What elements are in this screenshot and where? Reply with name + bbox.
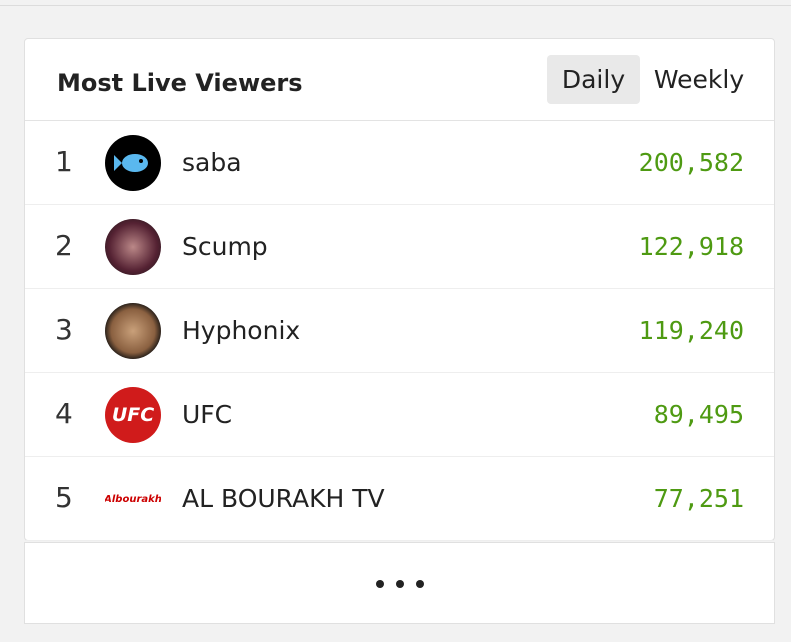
rank: 1 <box>55 145 73 178</box>
rank: 5 <box>55 481 73 514</box>
leaderboard-row[interactable]: 1 saba 200,582 <box>25 121 774 205</box>
divider <box>0 5 791 6</box>
tab-weekly[interactable]: Weekly <box>653 65 745 94</box>
rank: 2 <box>55 229 73 262</box>
viewer-count: 77,251 <box>653 484 744 513</box>
avatar <box>105 135 161 191</box>
channel-name: UFC <box>182 400 233 429</box>
card-header: Most Live Viewers Daily Weekly <box>25 39 774 121</box>
fish-icon <box>114 154 148 172</box>
tab-daily[interactable]: Daily <box>547 55 640 104</box>
avatar: Albourakh <box>105 471 161 527</box>
leaderboard-card: Most Live Viewers Daily Weekly 1 saba 200,… <box>24 38 775 541</box>
leaderboard-row[interactable]: 5 Albourakh AL BOURAKH TV 77,251 <box>25 457 774 541</box>
more-button[interactable] <box>24 542 775 624</box>
avatar <box>105 219 161 275</box>
card-title: Most Live Viewers <box>57 69 303 97</box>
rank: 4 <box>55 397 73 430</box>
leaderboard-row[interactable]: 2 Scump 122,918 <box>25 205 774 289</box>
channel-name: Hyphonix <box>182 316 301 345</box>
channel-name: saba <box>182 148 242 177</box>
logo-text: Albourakh <box>105 493 161 505</box>
logo-text: UFC <box>111 404 155 426</box>
rank: 3 <box>55 313 73 346</box>
leaderboard-row[interactable]: 3 Hyphonix 119,240 <box>25 289 774 373</box>
viewer-count: 200,582 <box>638 148 744 177</box>
viewer-count: 119,240 <box>638 316 744 345</box>
more-icon <box>376 580 424 588</box>
channel-name: AL BOURAKH TV <box>182 484 385 513</box>
viewer-count: 89,495 <box>653 400 744 429</box>
avatar: UFC <box>105 387 161 443</box>
avatar <box>105 303 161 359</box>
channel-name: Scump <box>182 232 268 261</box>
leaderboard-row[interactable]: 4 UFC UFC 89,495 <box>25 373 774 457</box>
viewer-count: 122,918 <box>638 232 744 261</box>
